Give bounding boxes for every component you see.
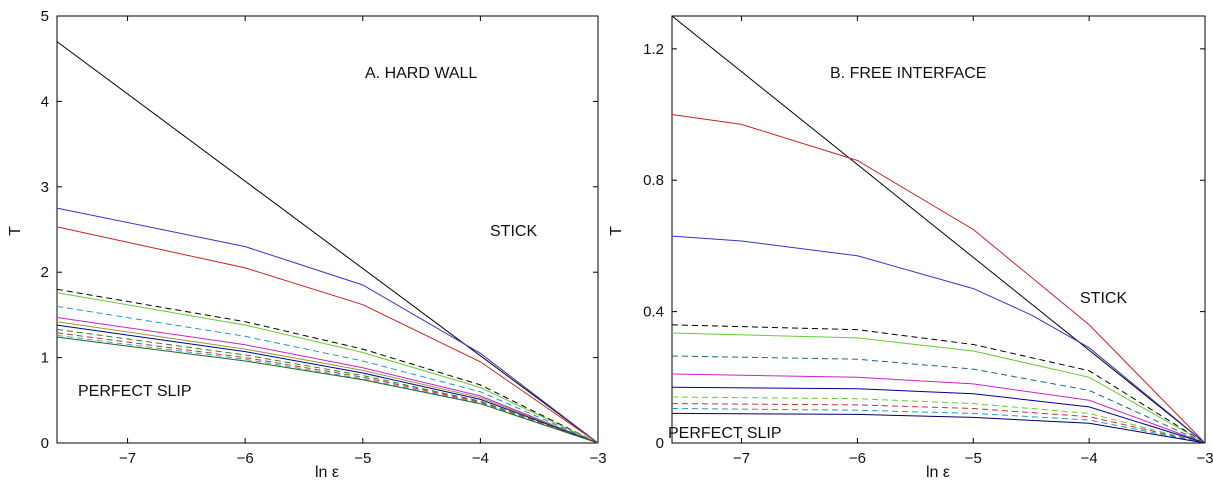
- hard-wall-series-line-8: [56, 321, 599, 444]
- free-interface-x-tick-label: −6: [849, 450, 866, 467]
- hard-wall-series-line-11: [56, 332, 599, 444]
- free-interface-x-tick-label: −5: [965, 450, 982, 467]
- hard-wall-series-line-10: [56, 328, 599, 444]
- hard-wall-x-tick-label: −6: [237, 450, 254, 467]
- hard-wall-y-axis-label: T: [7, 226, 24, 236]
- hard-wall-x-tick-label: −3: [589, 450, 606, 467]
- free-interface-series-line-7: [671, 373, 1206, 444]
- chart-hard-wall: −7 −6 −5 −4 −3 0 1 2 3 4 5 A. HARD WALL STICK PERFECT…: [7, 8, 607, 481]
- free-interface-perfect-slip-label: PERFECT SLIP: [668, 425, 782, 442]
- hard-wall-perfect-slip-label: PERFECT SLIP: [78, 383, 192, 400]
- hard-wall-series-line-9: [56, 324, 599, 444]
- hard-wall-series-line-6: [56, 305, 599, 444]
- free-interface-y-tick-label: 0.8: [643, 172, 664, 189]
- free-interface-series-line-4: [671, 324, 1206, 444]
- hard-wall-y-tick-label: 3: [41, 179, 49, 196]
- free-interface-series-line-5: [671, 332, 1206, 444]
- free-interface-y-tick-label: 0.4: [643, 304, 664, 321]
- hard-wall-series-line-2: [56, 207, 599, 444]
- hard-wall-y-tick-label: 2: [41, 264, 49, 281]
- hard-wall-series-line-1: [56, 41, 599, 444]
- hard-wall-stick-label: STICK: [490, 223, 537, 240]
- free-interface-series-line-2: [671, 114, 1206, 444]
- hard-wall-plot-frame: [56, 15, 599, 444]
- free-interface-y-axis-label: T: [608, 226, 625, 236]
- free-interface-series-line-6: [671, 355, 1206, 444]
- hard-wall-y-tick-label: 0: [41, 435, 49, 452]
- hard-wall-series-line-7: [56, 317, 599, 444]
- free-interface-series-line-12: [671, 412, 1206, 444]
- free-interface-y-tick-label: 0: [656, 435, 664, 452]
- free-interface-series-line-1: [671, 15, 1206, 444]
- free-interface-series-line-3: [671, 235, 1206, 444]
- free-interface-x-axis-label: ln ε: [926, 464, 950, 481]
- free-interface-x-tick-label: −7: [733, 450, 750, 467]
- hard-wall-y-tick-label: 1: [41, 350, 49, 367]
- free-interface-y-tick-label: 1.2: [643, 41, 664, 58]
- hard-wall-series-line-4: [56, 288, 599, 444]
- free-interface-x-tick-label: −4: [1081, 450, 1098, 467]
- free-interface-series-line-11: [671, 408, 1206, 444]
- hard-wall-panel-title: A. HARD WALL: [365, 65, 477, 82]
- hard-wall-x-axis-label: ln ε: [315, 464, 339, 481]
- free-interface-series-line-10: [671, 403, 1206, 444]
- hard-wall-y-tick-label: 4: [41, 93, 49, 110]
- free-interface-panel-title: B. FREE INTERFACE: [830, 65, 986, 82]
- hard-wall-y-tick-label: 5: [41, 8, 49, 25]
- hard-wall-x-tick-label: −5: [354, 450, 371, 467]
- hard-wall-series-line-5: [56, 292, 599, 444]
- free-interface-series-line-9: [671, 396, 1206, 444]
- hard-wall-x-tick-label: −7: [119, 450, 136, 467]
- free-interface-plot-frame: [671, 15, 1206, 444]
- hard-wall-series-line-3: [56, 226, 599, 444]
- free-interface-x-tick-label: −3: [1196, 450, 1213, 467]
- chart-free-interface: −7 −6 −5 −4 −3 0 0.4 0.8 1.2 B. FREE INTERFACE STI…: [608, 15, 1213, 481]
- hard-wall-series-line-12: [56, 334, 599, 444]
- hard-wall-x-tick-label: −4: [472, 450, 489, 467]
- free-interface-series-line-8: [671, 386, 1206, 444]
- free-interface-stick-label: STICK: [1080, 290, 1127, 307]
- hard-wall-series-line-13: [56, 336, 599, 444]
